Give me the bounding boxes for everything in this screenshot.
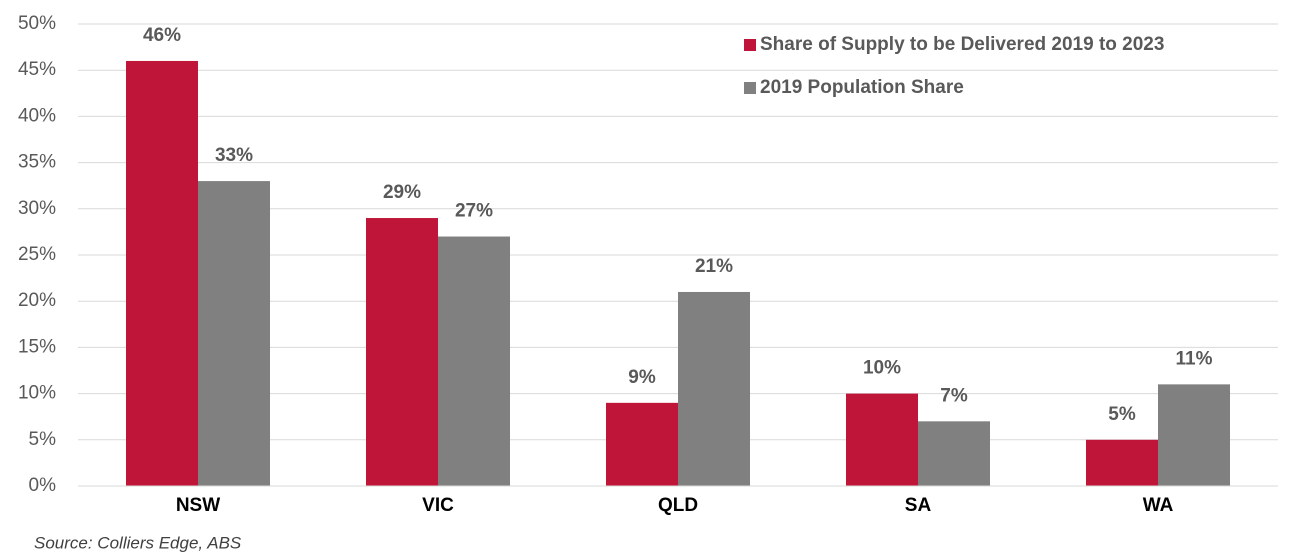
legend-swatch (744, 39, 756, 51)
bar (366, 218, 438, 487)
y-tick-label: 45% (18, 59, 56, 80)
legend-label: 2019 Population Share (760, 77, 964, 98)
y-tick-label: 0% (29, 475, 57, 496)
value-label: 10% (863, 358, 901, 379)
legend-swatch (744, 82, 756, 94)
y-tick-label: 35% (18, 152, 56, 173)
bar (126, 60, 198, 487)
value-label: 7% (940, 385, 968, 406)
y-tick-label: 30% (18, 198, 56, 219)
legend-label: Share of Supply to be Delivered 2019 to … (760, 34, 1164, 55)
source-note: Source: Colliers Edge, ABS (34, 533, 242, 552)
value-label: 46% (143, 25, 181, 46)
value-label: 21% (695, 256, 733, 277)
value-label: 11% (1176, 348, 1213, 369)
x-tick-label: NSW (176, 495, 220, 516)
value-label: 9% (628, 367, 656, 388)
bar (918, 421, 990, 486)
bar (846, 393, 918, 486)
bar (198, 181, 270, 486)
x-tick-label: QLD (658, 495, 698, 516)
y-tick-label: 25% (18, 244, 56, 265)
y-tick-label: 15% (18, 336, 56, 357)
x-tick-label: SA (905, 495, 932, 516)
value-label: 33% (215, 145, 253, 166)
bar (606, 402, 678, 486)
bar (1158, 384, 1230, 486)
x-tick-label: WA (1143, 495, 1174, 516)
bar (1086, 439, 1158, 486)
y-tick-label: 40% (18, 105, 56, 126)
value-label: 5% (1108, 404, 1136, 425)
y-tick-label: 20% (18, 290, 56, 311)
value-label: 27% (455, 201, 493, 222)
y-tick-label: 50% (18, 13, 56, 34)
x-tick-label: VIC (422, 495, 454, 516)
value-label: 29% (383, 182, 421, 203)
y-tick-label: 5% (29, 429, 57, 450)
bar (678, 291, 750, 486)
bar (438, 236, 510, 486)
y-tick-label: 10% (18, 383, 56, 404)
